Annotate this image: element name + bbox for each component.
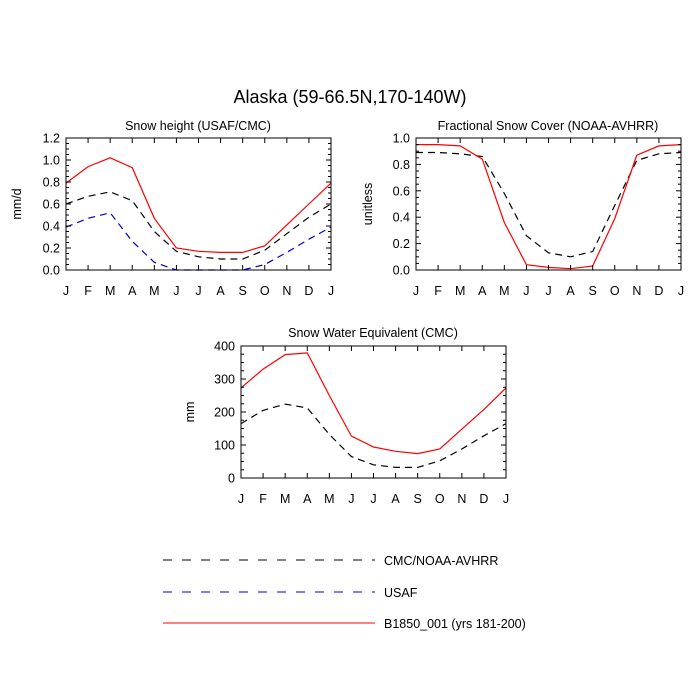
plot-frame	[240, 345, 507, 479]
x-tick-label: J	[173, 284, 179, 298]
legend-label: B1850_001 (yrs 181-200)	[384, 617, 526, 631]
y-axis-label: unitless	[361, 183, 375, 225]
x-tick-label: M	[280, 492, 290, 506]
x-tick-label: J	[348, 492, 354, 506]
x-tick-label: J	[678, 284, 684, 298]
x-tick-label: M	[105, 284, 115, 298]
x-tick-label: N	[457, 492, 466, 506]
x-tick-label: A	[478, 284, 487, 298]
y-tick-label: 0.8	[43, 176, 60, 190]
legend-label: CMC/NOAA-AVHRR	[384, 554, 498, 568]
series-line	[416, 151, 682, 258]
legend-item: B1850_001 (yrs 181-200)	[163, 617, 526, 631]
x-tick-label: D	[304, 284, 313, 298]
y-tick-label: 0.4	[393, 211, 410, 225]
x-tick-label: M	[499, 284, 509, 298]
figure-title: Alaska (59-66.5N,170-140W)	[233, 87, 466, 107]
y-tick-label: 0.0	[43, 264, 60, 278]
panel-title: Snow height (USAF/CMC)	[125, 119, 271, 133]
series-line	[65, 157, 332, 253]
x-tick-label: F	[259, 492, 267, 506]
y-tick-label: 0.2	[393, 237, 410, 251]
x-tick-label: A	[216, 284, 225, 298]
x-tick-label: J	[523, 284, 529, 298]
panel-title: Snow Water Equivalent (CMC)	[288, 326, 458, 340]
plot-area: J F M A M J J A S O N D J0.00.20.40.60.81.01.2	[43, 132, 335, 299]
series-line	[240, 352, 507, 455]
y-tick-label: 0	[228, 472, 235, 486]
x-tick-label: J	[238, 492, 244, 506]
x-tick-label: M	[149, 284, 159, 298]
x-tick-label: N	[282, 284, 291, 298]
x-tick-label: F	[84, 284, 92, 298]
x-tick-label: J	[63, 284, 69, 298]
legend-item: CMC/NOAA-AVHRR	[163, 554, 498, 568]
plot-area: J F M A M J J A S O N D J0.00.20.40.60.81.0	[393, 132, 685, 299]
panel-title: Fractional Snow Cover (NOAA-AVHRR)	[438, 119, 659, 133]
x-tick-label: D	[654, 284, 663, 298]
x-tick-label: O	[260, 284, 270, 298]
x-tick-label: A	[128, 284, 137, 298]
y-tick-label: 400	[214, 340, 235, 354]
x-tick-label: S	[413, 492, 421, 506]
x-tick-label: A	[566, 284, 575, 298]
y-tick-label: 0.6	[393, 184, 410, 198]
panel-fractional-snow-cover: Fractional Snow Cover (NOAA-AVHRR) unitl…	[361, 119, 684, 298]
y-tick-label: 0.6	[43, 198, 60, 212]
x-tick-label: J	[545, 284, 551, 298]
x-tick-label: J	[503, 492, 509, 506]
x-tick-label: J	[370, 492, 376, 506]
x-tick-label: O	[610, 284, 620, 298]
plot-frame	[415, 137, 682, 271]
y-tick-label: 100	[214, 439, 235, 453]
x-tick-label: J	[328, 284, 334, 298]
y-tick-label: 0.0	[393, 264, 410, 278]
x-tick-label: S	[588, 284, 596, 298]
y-tick-label: 300	[214, 373, 235, 387]
x-tick-label: J	[195, 284, 201, 298]
y-tick-label: 200	[214, 406, 235, 420]
x-tick-label: M	[455, 284, 465, 298]
legend-item: USAF	[163, 586, 418, 600]
y-tick-label: 1.2	[43, 132, 60, 146]
y-tick-label: 0.2	[43, 242, 60, 256]
x-tick-label: N	[632, 284, 641, 298]
x-tick-label: F	[434, 284, 442, 298]
x-tick-label: S	[238, 284, 246, 298]
series-line	[240, 403, 507, 468]
x-tick-label: A	[391, 492, 400, 506]
x-tick-label: D	[479, 492, 488, 506]
y-tick-label: 1.0	[393, 132, 410, 146]
y-tick-label: 0.4	[43, 220, 60, 234]
x-tick-label: A	[303, 492, 312, 506]
legend: CMC/NOAA-AVHRR USAF B1850_001 (yrs 181-2…	[163, 554, 526, 631]
series-line	[65, 191, 332, 260]
y-tick-label: 0.8	[393, 158, 410, 172]
y-axis-label: mm/d	[10, 188, 24, 219]
series-line	[416, 144, 682, 270]
y-tick-label: 1.0	[43, 154, 60, 168]
legend-label: USAF	[384, 586, 418, 600]
x-tick-label: M	[324, 492, 334, 506]
x-tick-label: J	[413, 284, 419, 298]
x-tick-label: O	[435, 492, 445, 506]
y-axis-label: mm	[183, 402, 197, 423]
